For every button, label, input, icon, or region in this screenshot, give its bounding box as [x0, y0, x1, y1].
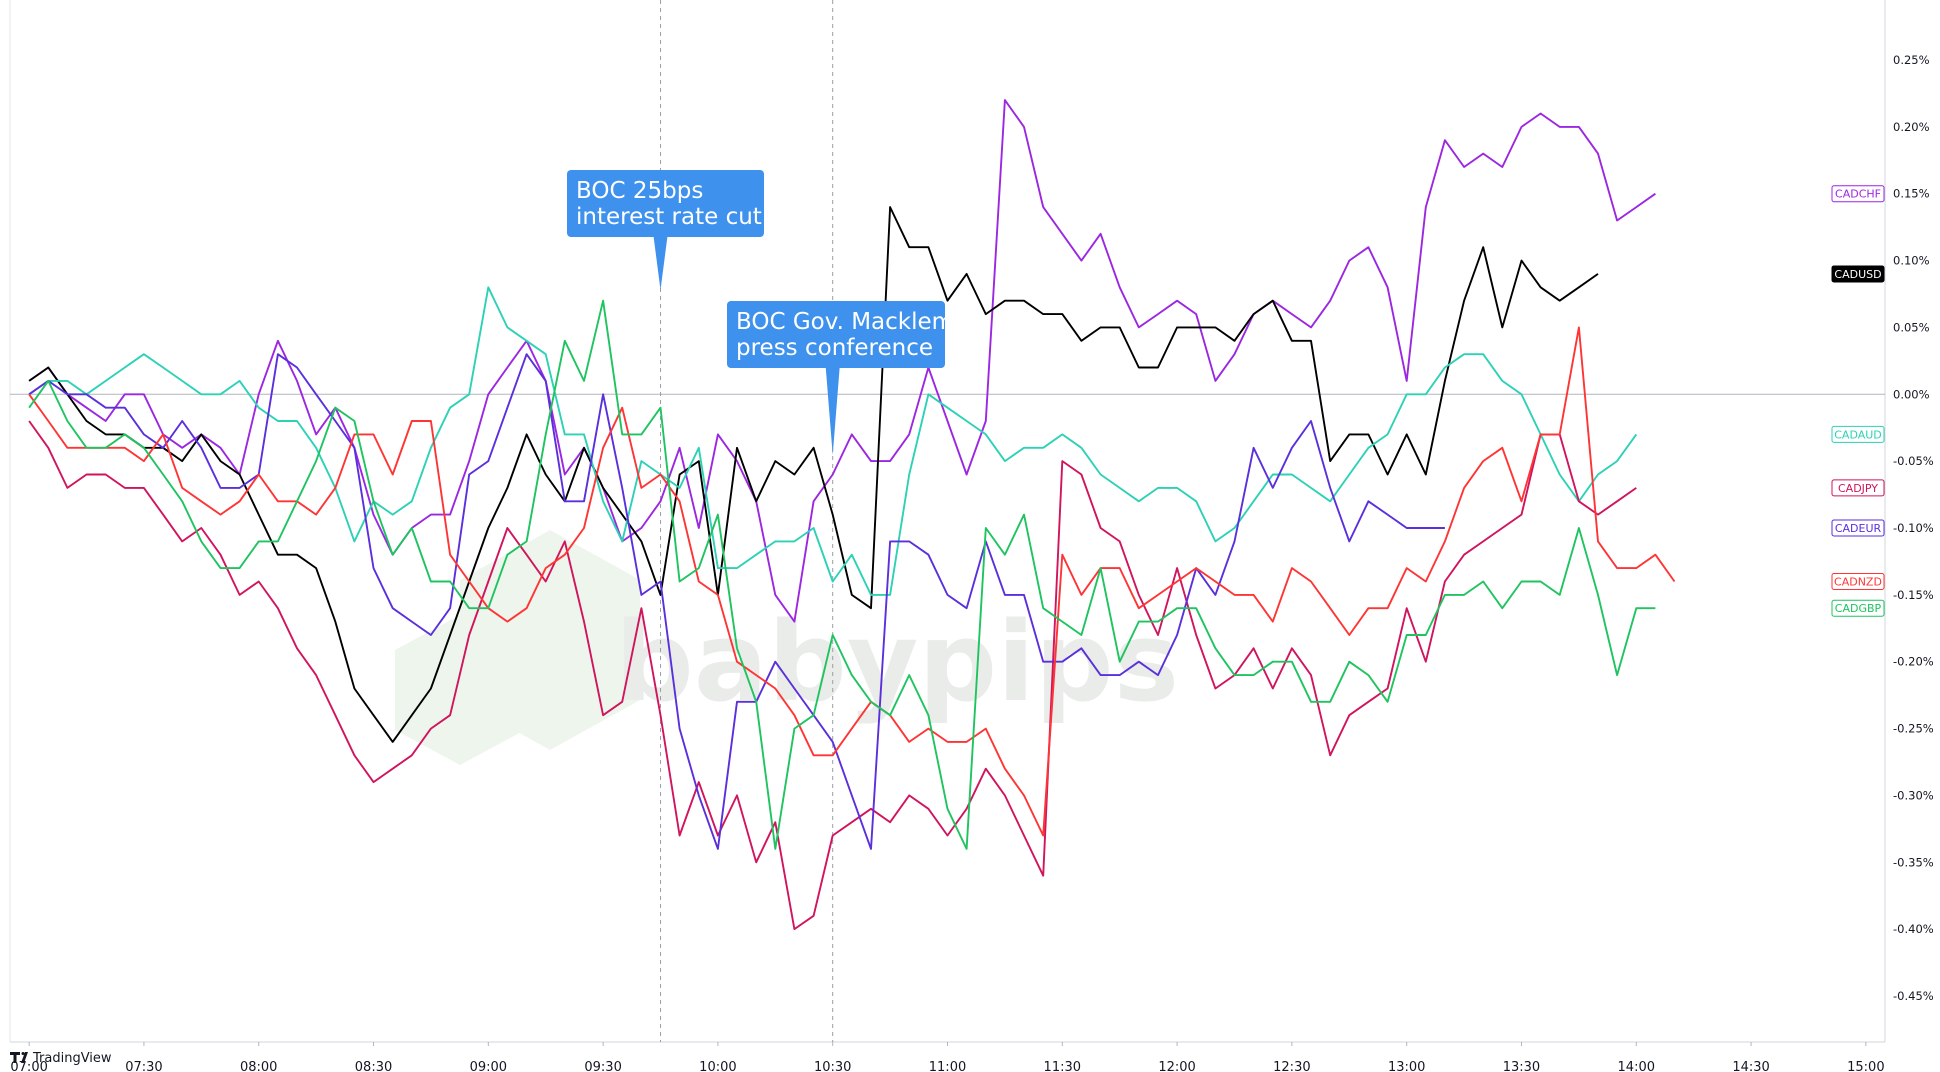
x-tick-label: 15:00: [1847, 1060, 1884, 1072]
tradingview-footer: TradingView: [10, 1051, 112, 1066]
callout-line: BOC 25bps: [576, 178, 703, 204]
y-tick-label: -0.10%: [1893, 521, 1934, 535]
y-tick-label: 0.15%: [1893, 187, 1930, 201]
y-tick-label: -0.40%: [1893, 922, 1934, 936]
y-tick-label: -0.35%: [1893, 855, 1934, 869]
x-tick-label: 08:00: [240, 1060, 277, 1072]
series-tag-label: CADNZD: [1834, 575, 1882, 588]
series-line-cadaud: [28, 286, 1638, 596]
x-tick-label: 09:00: [470, 1060, 507, 1072]
x-tick-label: 14:30: [1732, 1060, 1769, 1072]
y-tick-label: 0.25%: [1893, 53, 1930, 67]
y-tick-label: -0.15%: [1893, 588, 1934, 602]
tradingview-logo-icon: [10, 1052, 28, 1063]
callout-pointer: [653, 236, 668, 290]
y-tick-label: -0.20%: [1893, 655, 1934, 669]
x-tick-label: 11:00: [929, 1060, 966, 1072]
x-tick-label: 12:30: [1273, 1060, 1310, 1072]
y-tick-label: 0.05%: [1893, 320, 1930, 334]
x-tick-label: 09:30: [584, 1060, 621, 1072]
series-line-cadnzd: [28, 326, 1676, 837]
watermark-text: babypips: [615, 598, 1179, 726]
series-line-cadgbp: [28, 299, 1656, 850]
y-tick-label: -0.25%: [1893, 722, 1934, 736]
series-tag-cadaud: [1831, 425, 1885, 443]
tradingview-brand-label: TradingView: [32, 1051, 112, 1066]
x-tick-label: 07:00: [10, 1060, 47, 1072]
series-tag-cadusd: [1831, 265, 1885, 283]
callout-line: BOC Gov. Macklem: [736, 309, 954, 335]
series-tag-cadnzd: [1831, 572, 1885, 590]
series-tag-label: CADUSD: [1834, 268, 1881, 281]
series-tag-label: CADEUR: [1835, 522, 1882, 535]
series-tag-label: CADAUD: [1834, 428, 1882, 441]
x-tick-label: 12:00: [1158, 1060, 1195, 1072]
callout-box: [727, 301, 945, 368]
x-tick-label: 14:00: [1618, 1060, 1655, 1072]
x-tick-label: 10:00: [699, 1060, 736, 1072]
x-tick-label: 13:00: [1388, 1060, 1425, 1072]
series-line-cadjpy: [28, 420, 1637, 931]
y-tick-label: 0.10%: [1893, 254, 1930, 268]
callout-box: [567, 170, 764, 237]
x-tick-label: 08:30: [355, 1060, 392, 1072]
series-tag-cadchf: [1831, 185, 1885, 203]
y-tick-label: 0.00%: [1893, 387, 1930, 401]
series-tag-label: CADJPY: [1838, 482, 1878, 495]
series-tag-label: CADGBP: [1835, 602, 1882, 615]
series-tag-label: CADCHF: [1835, 188, 1881, 201]
series-tag-cadeur: [1831, 519, 1885, 537]
tradingview-logo-dot-icon: [21, 1052, 25, 1055]
axes: 0.25% 0.20% 0.15% 0.10% 0.05% 0.00% -0.05% -0.1…: [9, 0, 1934, 1072]
series-line-cadchf: [28, 99, 1656, 623]
callout-pointer: [825, 367, 840, 455]
y-tick-label: 0.20%: [1893, 120, 1930, 134]
x-tick-label: 10:30: [814, 1060, 851, 1072]
y-tick-label: -0.45%: [1893, 989, 1934, 1003]
series-tag-cadjpy: [1831, 479, 1885, 497]
callout-line: press conference: [736, 335, 933, 361]
series-lines: [28, 99, 1676, 931]
x-tick-label: 11:30: [1044, 1060, 1081, 1072]
callout-line: interest rate cut: [576, 204, 762, 230]
series-line-cadusd: [28, 206, 1599, 743]
x-tick-label: 13:30: [1503, 1060, 1540, 1072]
y-tick-label: -0.30%: [1893, 788, 1934, 802]
series-tag-cadgbp: [1831, 599, 1885, 617]
series-tags: CADCHF CADUSD CADAUD CADJPY CADEUR CADNZD CADG…: [1831, 185, 1885, 617]
series-line-cadeur: [28, 353, 1445, 850]
y-tick-label: -0.05%: [1893, 454, 1934, 468]
x-tick-label: 07:30: [125, 1060, 162, 1072]
